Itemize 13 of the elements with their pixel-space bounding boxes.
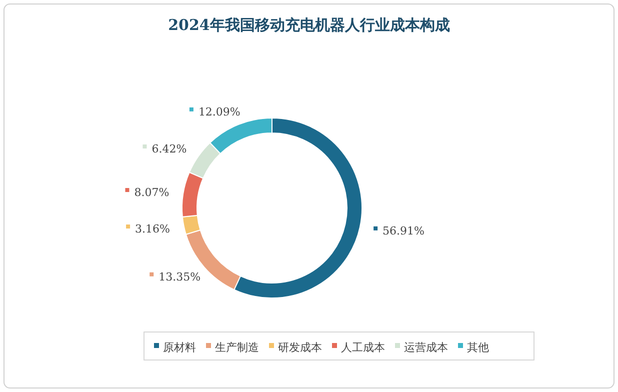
legend-label: 运营成本 [404,341,448,354]
legend-label: 研发成本 [278,341,322,354]
data-label: 3.16% [135,222,170,236]
data-label: 13.35% [158,270,201,284]
legend-label: 其他 [467,341,489,354]
data-label: 12.09% [198,105,240,118]
chart-title: 2024年我国移动充电机器人行业成本构成 [168,16,450,34]
legend-label: 生产制造 [215,341,259,354]
data-label: 6.42% [152,142,187,156]
legend-label: 人工成本 [341,341,385,354]
data-label: 8.07% [134,186,170,200]
legend-label: 原材料 [163,341,196,354]
data-label: 56.91% [382,224,425,238]
